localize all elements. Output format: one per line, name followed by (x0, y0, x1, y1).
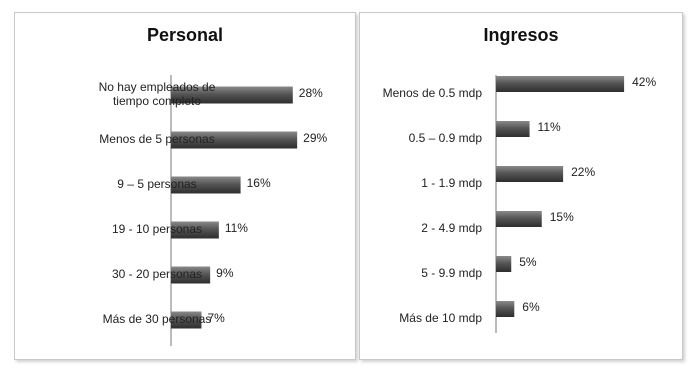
bar (496, 166, 564, 182)
data-label: 16% (247, 176, 271, 190)
data-label: 22% (571, 165, 595, 179)
category-label: 2 - 4.9 mdp (421, 221, 482, 235)
category-label: Menos de 5 personas (99, 132, 214, 146)
bar (496, 256, 512, 272)
data-label: 11% (538, 120, 561, 134)
category-label: 19 - 10 personas (112, 222, 202, 236)
chart-title: Personal (146, 25, 224, 45)
data-label: 28% (299, 86, 323, 100)
data-label: 11% (225, 221, 248, 235)
bar (171, 311, 202, 329)
category-label: Más de 10 mdp (399, 311, 482, 325)
data-label: 9% (216, 266, 234, 280)
chart-panel-ingresos: Ingresos 42% Menos de 0.5 mdp 11% 0.5 – 0.9… (359, 12, 683, 360)
chart-panel-personal: Personal 28% No hay empleados de tiempo co… (14, 12, 356, 360)
data-label: 15% (550, 210, 574, 224)
data-label: 7% (207, 311, 225, 325)
bar (496, 301, 515, 317)
category-label: 0.5 – 0.9 mdp (409, 131, 483, 145)
bar (171, 266, 211, 284)
category-label: No hay empleados de (99, 80, 216, 94)
data-label: 42% (632, 75, 656, 89)
chart-ingresos: 42% Menos de 0.5 mdp 11% 0.5 – 0.9 mdp 22% 1 … (383, 75, 656, 333)
category-label: Más de 30 personas (103, 312, 212, 326)
chart-title: Ingresos (483, 25, 559, 45)
category-label: tiempo completo (113, 94, 201, 108)
data-label: 5% (519, 255, 537, 269)
bar (171, 86, 293, 104)
bar (496, 76, 625, 92)
data-label: 29% (303, 131, 327, 145)
bar (496, 211, 542, 227)
bar (496, 121, 530, 137)
category-label: 30 - 20 personas (112, 267, 202, 281)
category-label: 1 - 1.9 mdp (421, 176, 482, 190)
bar (171, 221, 219, 239)
category-label: 9 – 5 personas (117, 177, 196, 191)
data-label: 6% (522, 300, 540, 314)
bar (171, 176, 241, 194)
bar (171, 131, 298, 149)
category-label: 5 - 9.9 mdp (421, 266, 482, 280)
category-label: Menos de 0.5 mdp (383, 86, 483, 100)
